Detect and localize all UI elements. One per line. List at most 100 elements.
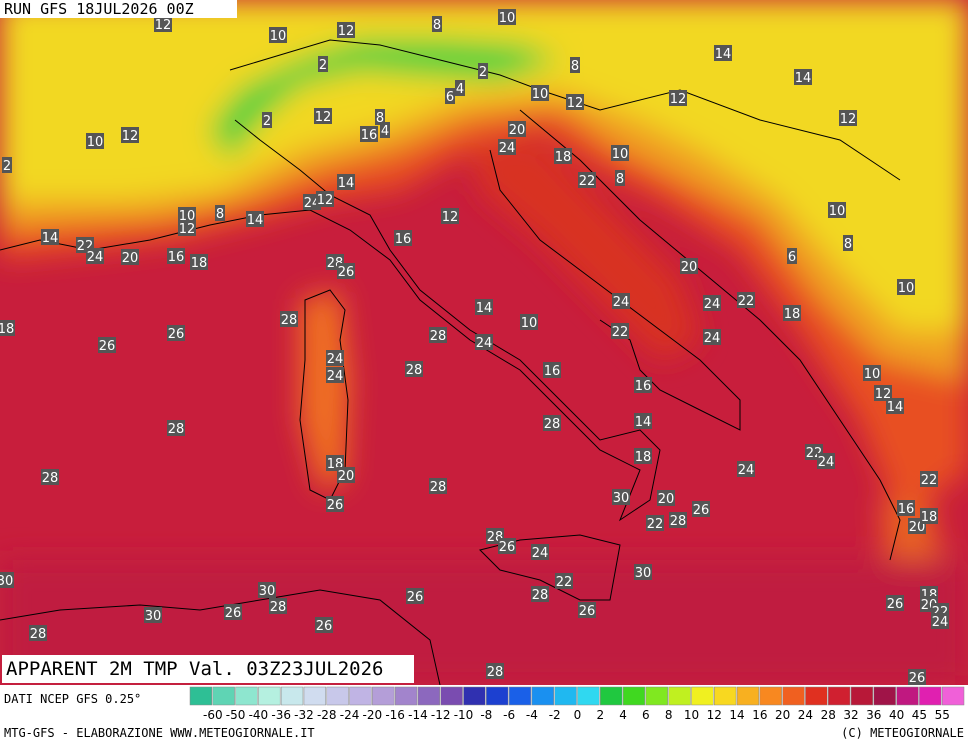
label-box <box>167 248 185 264</box>
label-box <box>475 299 493 315</box>
label-box <box>86 133 104 149</box>
temperature-label: 16 <box>361 128 378 143</box>
label-box <box>29 625 47 641</box>
temperature-label: 26 <box>579 604 596 619</box>
label-box <box>498 139 516 155</box>
colorbar-swatch <box>189 686 213 706</box>
temperature-label: 28 <box>281 313 298 328</box>
label-box <box>394 230 412 246</box>
colorbar-swatch <box>873 686 896 706</box>
temperature-label: 10 <box>864 367 881 382</box>
colorbar-label: -4 <box>526 708 538 722</box>
colorbar-label: -20 <box>363 708 383 722</box>
colorbar-swatch <box>919 686 942 706</box>
temperature-label: 14 <box>887 400 904 415</box>
temperature-label: 12 <box>840 112 857 127</box>
temperature-label: 22 <box>556 575 573 590</box>
label-box <box>543 415 561 431</box>
label-box <box>337 467 355 483</box>
label-box <box>2 157 12 173</box>
colorbar-label: -2 <box>549 708 561 722</box>
colorbar-swatch <box>850 686 874 706</box>
temperature-label: 18 <box>0 322 14 337</box>
label-box <box>360 126 378 142</box>
label-box <box>570 57 580 73</box>
label-box <box>874 385 892 401</box>
colorbar-label: 14 <box>729 708 744 722</box>
temperature-label: 12 <box>315 110 332 125</box>
label-box <box>703 329 721 345</box>
temperature-label: 24 <box>704 331 721 346</box>
temperature-label: 10 <box>898 281 915 296</box>
temperature-label: 24 <box>532 546 549 561</box>
label-box <box>326 496 344 512</box>
label-box <box>269 27 287 43</box>
colorbar-label: 20 <box>775 708 790 722</box>
label-box <box>190 254 208 270</box>
label-box <box>337 263 355 279</box>
label-box <box>920 508 938 524</box>
label-box <box>508 121 526 137</box>
temperature-label: 10 <box>612 147 629 162</box>
label-box <box>714 45 732 61</box>
temperature-label: 18 <box>555 150 572 165</box>
label-box <box>445 88 455 104</box>
label-box <box>897 279 915 295</box>
temperature-label: 28 <box>168 422 185 437</box>
label-box <box>531 85 549 101</box>
colorbar-label: -12 <box>431 708 451 722</box>
temperature-label: 2 <box>3 159 11 174</box>
label-box <box>520 314 538 330</box>
colorbar-label: 24 <box>798 708 813 722</box>
colorbar-swatch <box>258 686 281 706</box>
temperature-label: 2 <box>263 114 271 129</box>
label-box <box>246 211 264 227</box>
label-box <box>224 604 242 620</box>
temperature-label: 20 <box>658 492 675 507</box>
temperature-label: 20 <box>122 251 139 266</box>
label-box <box>486 663 504 679</box>
label-box <box>703 295 721 311</box>
label-box <box>375 109 385 125</box>
colorbar-label: 16 <box>752 708 767 722</box>
colorbar-label: 4 <box>619 708 627 722</box>
label-box <box>669 512 687 528</box>
temperature-label: 28 <box>430 480 447 495</box>
temperature-label: 10 <box>829 204 846 219</box>
label-box <box>897 500 915 516</box>
colorbar-swatch <box>714 686 737 706</box>
colorbar-label: 6 <box>642 708 650 722</box>
colorbar-swatch <box>896 686 919 706</box>
label-box <box>787 248 797 264</box>
temperature-label: 24 <box>704 297 721 312</box>
label-box <box>783 305 801 321</box>
label-box <box>794 69 812 85</box>
label-box <box>405 361 423 377</box>
temperature-label: 2 <box>319 58 327 73</box>
colorbar-swatch <box>531 686 554 706</box>
colorbar-swatch <box>486 686 509 706</box>
temperature-label: 26 <box>338 265 355 280</box>
colorbar-label: -40 <box>249 708 269 722</box>
label-box <box>886 595 904 611</box>
label-box <box>98 337 116 353</box>
temperature-label: 24 <box>327 352 344 367</box>
label-box <box>669 90 687 106</box>
label-box <box>318 56 328 72</box>
label-box <box>86 248 104 264</box>
colorbar-swatch <box>372 686 395 706</box>
label-box <box>737 292 755 308</box>
label-box <box>280 311 298 327</box>
temperature-label: 14 <box>635 415 652 430</box>
temperature-label: 26 <box>909 671 926 686</box>
label-box <box>908 669 926 685</box>
colorbar-swatch <box>622 686 646 706</box>
temperature-label: 24 <box>818 455 835 470</box>
colorbar-swatch <box>554 686 577 706</box>
label-box <box>167 325 185 341</box>
colorbar-swatch <box>782 686 805 706</box>
label-box <box>121 127 139 143</box>
temperature-label: 2 <box>479 65 487 80</box>
